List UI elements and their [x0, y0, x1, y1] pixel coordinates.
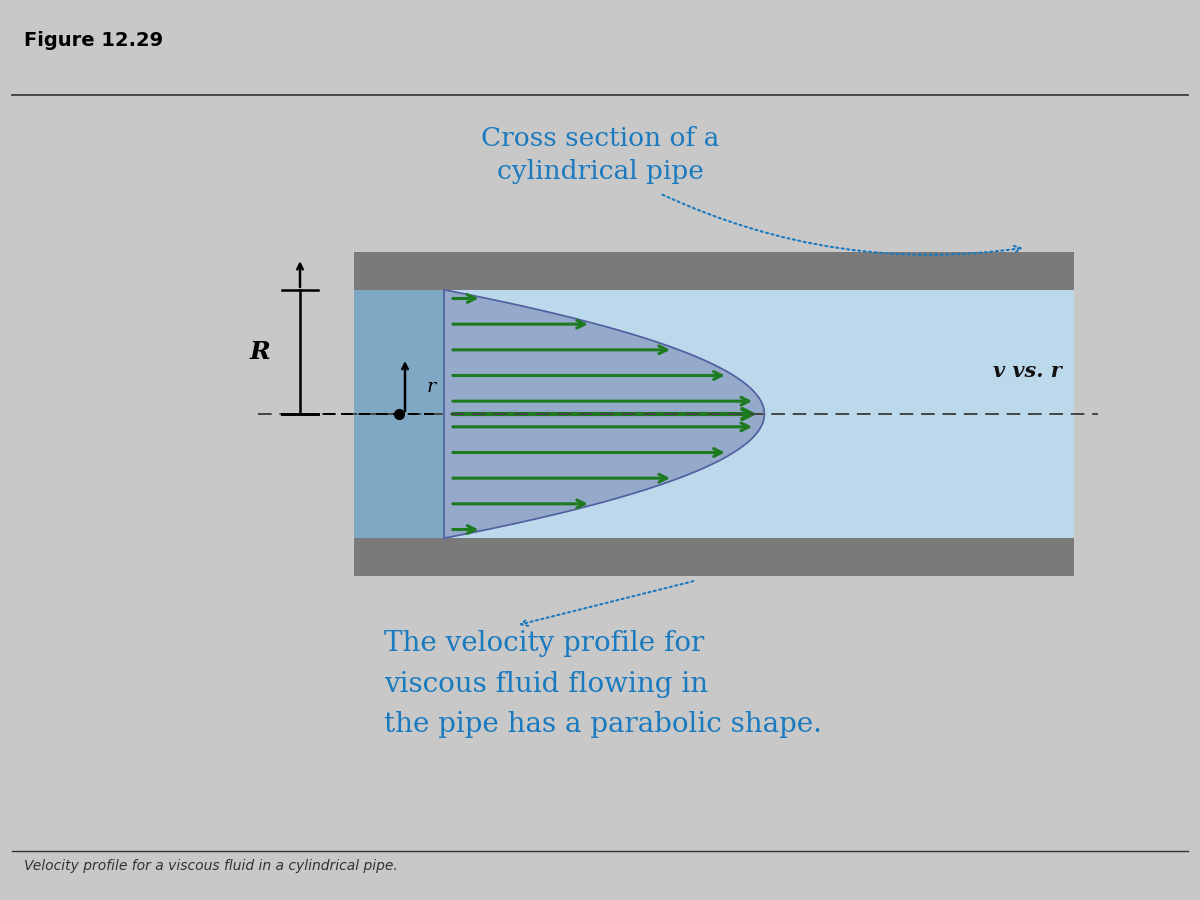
Text: v vs. r: v vs. r — [994, 361, 1062, 381]
Bar — [354, 538, 1074, 576]
Text: Velocity profile for a viscous fluid in a cylindrical pipe.: Velocity profile for a viscous fluid in … — [24, 859, 397, 873]
Bar — [354, 290, 444, 538]
Polygon shape — [444, 290, 764, 538]
Text: the pipe has a parabolic shape.: the pipe has a parabolic shape. — [384, 711, 822, 738]
Text: Figure 12.29: Figure 12.29 — [24, 31, 163, 50]
Text: viscous fluid flowing in: viscous fluid flowing in — [384, 670, 708, 698]
Text: R: R — [250, 340, 270, 364]
Bar — [354, 252, 1074, 576]
Text: r: r — [427, 378, 436, 396]
Bar — [354, 252, 1074, 290]
Text: Cross section of a
cylindrical pipe: Cross section of a cylindrical pipe — [481, 126, 719, 184]
Text: The velocity profile for: The velocity profile for — [384, 630, 704, 657]
